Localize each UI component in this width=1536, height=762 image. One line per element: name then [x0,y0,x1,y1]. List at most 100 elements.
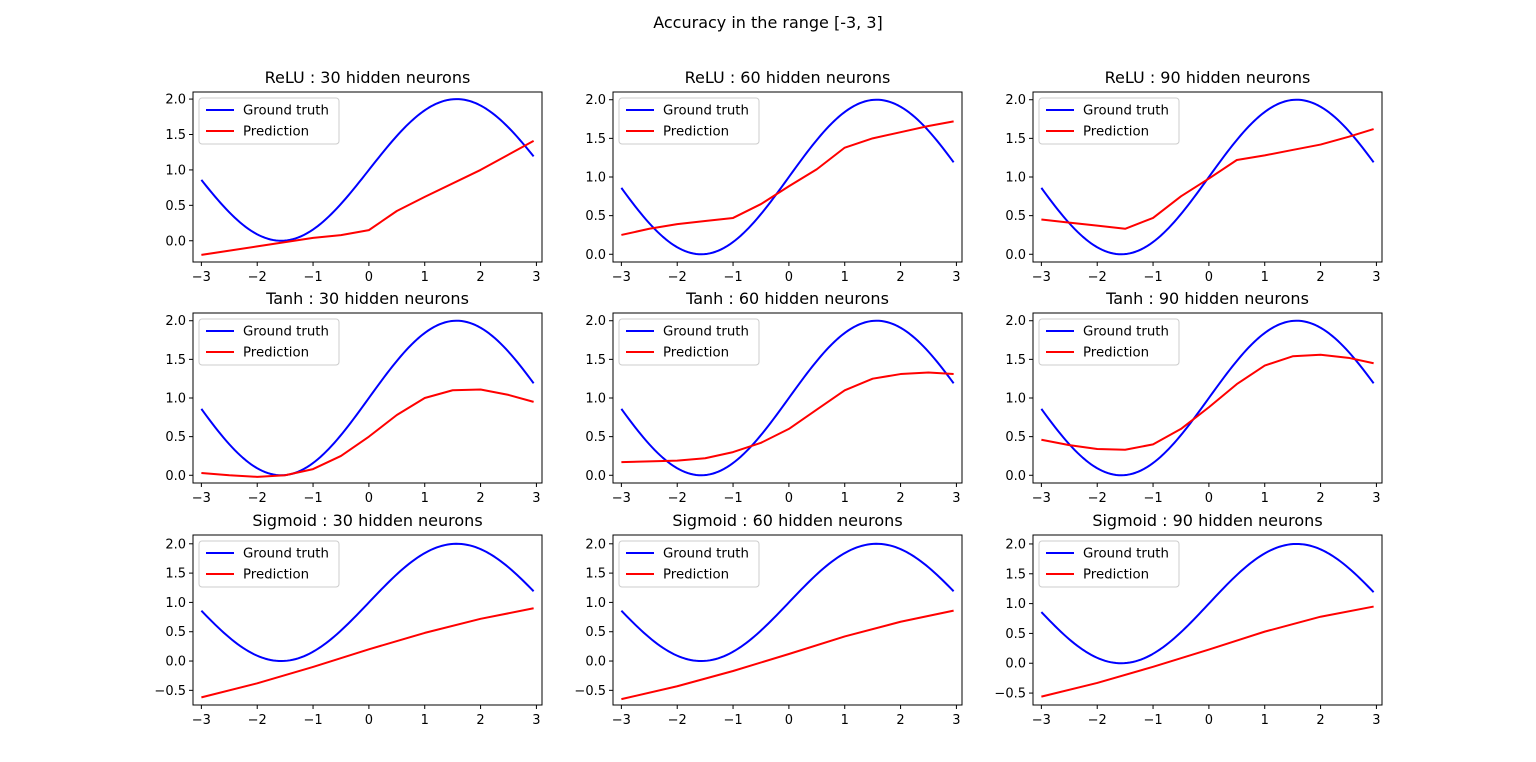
legend: Ground truth Prediction [1038,540,1180,588]
subplot-9: Sigmoid : 90 hidden neurons −3 −2 −1 0 1 2 3 −0.… [994,511,1383,728]
y-tick-label: 1.5 [1005,567,1026,582]
x-tick-label: 0 [365,491,373,506]
y-tick-label: 1.5 [585,132,606,147]
prediction-line [1041,128,1374,230]
ground-truth-line [1040,319,1375,477]
y-tick-label: 1.0 [1005,171,1026,186]
x-tick-label: 0 [1205,713,1213,728]
x-tick-label: −3 [612,713,631,728]
prediction-line [621,371,954,464]
x-tick-label: 3 [1372,270,1380,285]
y-tick-label: 0.5 [1005,209,1026,224]
prediction-line [201,388,534,478]
y-tick-label: 1.0 [165,392,186,407]
y-tick-label: 0.5 [1005,627,1026,642]
series-group [620,98,955,256]
prediction-line [1041,353,1374,451]
x-tick-label: −1 [723,270,742,285]
subplot-5: Tanh : 60 hidden neurons −3 −2 −1 0 1 2 3 0.0 0.5… [585,289,963,506]
subplot-title: ReLU : 90 hidden neurons [1105,68,1311,87]
x-tick-label: −2 [1088,713,1107,728]
y-tick-label: 0.0 [165,469,186,484]
series-group [1040,98,1375,256]
legend-label: Prediction [663,346,729,361]
series-group [1040,319,1375,477]
x-tick-label: 1 [421,270,429,285]
prediction-line [201,607,534,699]
legend: Ground truth Prediction [618,540,760,588]
x-tick-label: 1 [1261,270,1269,285]
x-tick-label: −3 [1032,713,1051,728]
y-tick-label: 2.0 [585,93,606,108]
series-group [620,319,955,477]
series-group [200,542,535,699]
legend-label: Ground truth [243,104,329,119]
x-tick-label: 1 [841,491,849,506]
legend-label: Ground truth [243,325,329,340]
x-tick-label: 2 [896,713,904,728]
prediction-line [621,120,954,236]
subplot-1: ReLU : 30 hidden neurons −3 −2 −1 0 1 2 3 0.0 0.5… [165,68,543,285]
y-tick-label: 0.5 [1005,430,1026,445]
legend-label: Ground truth [1083,325,1169,340]
legend: Ground truth Prediction [1038,318,1180,366]
legend-label: Ground truth [1083,547,1169,562]
x-tick-label: 0 [785,270,793,285]
legend-label: Prediction [243,125,309,140]
x-tick-label: 3 [532,713,540,728]
x-tick-label: −2 [248,713,267,728]
x-tick-label: −1 [303,270,322,285]
x-tick-label: −3 [1032,491,1051,506]
y-tick-label: 0.5 [585,625,606,640]
ground-truth-line [620,319,955,477]
y-tick-label: 0.0 [585,469,606,484]
figure-suptitle: Accuracy in the range [-3, 3] [653,13,883,32]
ground-truth-line [200,542,535,663]
axes-frame [612,534,963,706]
x-tick-label: −2 [668,270,687,285]
subplot-grid: ReLU : 30 hidden neurons −3 −2 −1 0 1 2 3 0.0 0.5… [154,68,1383,728]
y-tick-label: 0.0 [1005,469,1026,484]
y-tick-label: 2.0 [1005,93,1026,108]
y-tick-label: −0.5 [994,687,1026,702]
legend: Ground truth Prediction [1038,97,1180,145]
x-tick-label: −1 [723,713,742,728]
x-tick-label: 3 [952,713,960,728]
y-tick-label: 1.5 [585,567,606,582]
legend-label: Prediction [243,568,309,583]
x-tick-label: −1 [1143,491,1162,506]
y-tick-label: 1.5 [1005,132,1026,147]
x-tick-label: −1 [1143,270,1162,285]
x-tick-label: 1 [1261,491,1269,506]
y-tick-label: 1.5 [165,128,186,143]
y-tick-label: 0.0 [165,234,186,249]
subplot-8: Sigmoid : 60 hidden neurons −3 −2 −1 0 1 2 3 −0.… [574,511,963,728]
series-group [200,319,535,478]
y-tick-label: 1.0 [1005,597,1026,612]
x-tick-label: 2 [896,270,904,285]
subplot-4: Tanh : 30 hidden neurons −3 −2 −1 0 1 2 3 0.0 0.5… [165,289,543,506]
subplot-title: ReLU : 60 hidden neurons [685,68,891,87]
y-tick-label: 1.5 [165,353,186,368]
x-tick-label: 0 [1205,270,1213,285]
x-tick-label: −2 [668,491,687,506]
subplot-title: Sigmoid : 30 hidden neurons [252,511,482,530]
y-tick-label: 0.5 [165,199,186,214]
legend-label: Ground truth [663,547,749,562]
y-tick-label: 1.0 [585,392,606,407]
y-tick-label: 1.0 [1005,392,1026,407]
x-tick-label: −3 [192,491,211,506]
y-tick-label: 0.5 [165,430,186,445]
legend-label: Ground truth [663,104,749,119]
x-tick-label: −2 [668,713,687,728]
y-tick-label: 2.0 [585,314,606,329]
x-tick-label: −2 [1088,270,1107,285]
x-tick-label: −3 [192,270,211,285]
x-tick-label: 2 [1316,491,1324,506]
y-tick-label: 1.5 [165,567,186,582]
legend-label: Prediction [243,346,309,361]
legend: Ground truth Prediction [198,540,340,588]
legend-label: Prediction [1083,125,1149,140]
subplot-7: Sigmoid : 30 hidden neurons −3 −2 −1 0 1 2 3 −0.… [154,511,543,728]
